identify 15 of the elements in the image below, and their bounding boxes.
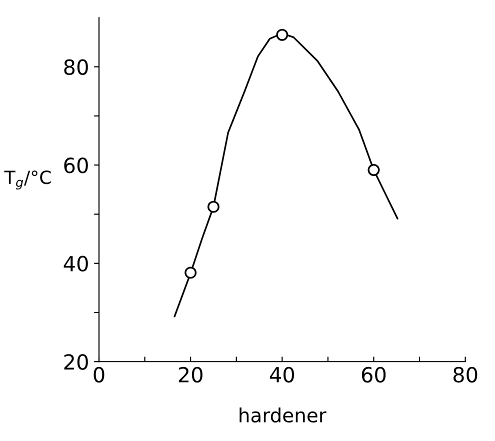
x-tick-label: 20 <box>178 366 202 383</box>
y-tick-label: 80 <box>64 59 88 75</box>
y-tick-label: 60 <box>64 158 88 174</box>
point <box>276 28 288 41</box>
x-tick-label: 0 <box>94 366 104 383</box>
y-tick-label: 20 <box>64 354 88 370</box>
x-tick-label: 40 <box>270 366 294 383</box>
point <box>207 200 220 213</box>
x-tick-label: 60 <box>362 366 386 383</box>
y-tick-label: 40 <box>64 256 88 272</box>
x-tick-label: 80 <box>453 366 478 383</box>
x-axis-title: hardener <box>240 407 326 423</box>
y-axis-title: T$_{g}$/°C <box>4 170 51 190</box>
point <box>368 164 380 176</box>
point <box>184 266 197 279</box>
